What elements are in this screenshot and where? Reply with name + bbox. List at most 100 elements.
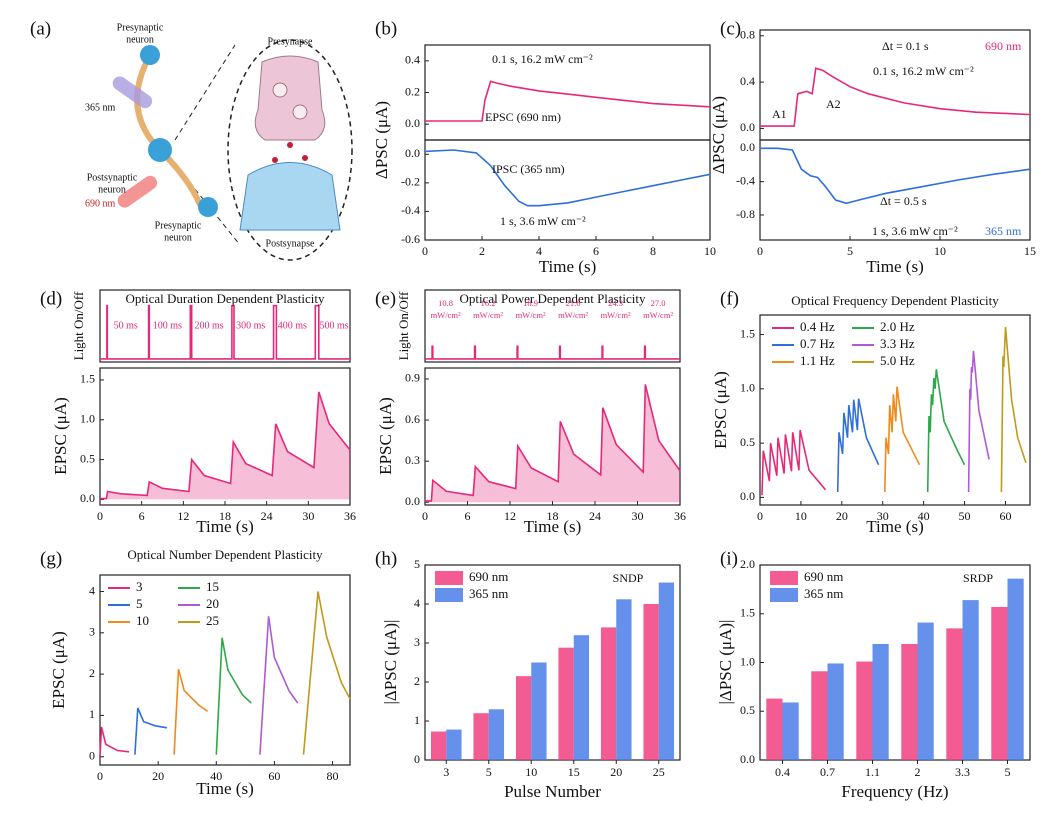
bar	[827, 663, 844, 760]
red-light	[117, 175, 158, 208]
x-tick-label: 0	[757, 509, 763, 523]
annotation: 0.1 s, 16.2 mW cm⁻²	[492, 52, 593, 66]
y-tick-label: 0.0	[740, 140, 755, 154]
x-tick-label: 0	[422, 509, 428, 523]
annotation: 400 ms	[278, 320, 307, 331]
y-tick-label: 0	[414, 752, 420, 766]
legend-label: 25	[206, 613, 219, 628]
panel-label: (a)	[30, 18, 51, 39]
x-tick-label: 3.3	[955, 765, 970, 779]
legend-label: 20	[206, 596, 219, 611]
x-tick-label: 2	[479, 244, 485, 258]
line	[302, 591, 351, 755]
line	[1000, 326, 1027, 493]
y-tick-label: 1	[89, 707, 95, 721]
y-tick-label: 3	[89, 625, 95, 639]
plot-frame	[424, 289, 681, 363]
y-tick-label: 0.5	[740, 435, 755, 449]
x-tick-label: 36	[674, 509, 686, 523]
x-tick-label: 3	[443, 765, 449, 779]
y-tick-label: 0.0	[405, 146, 420, 160]
y-tick-label: 0.0	[740, 752, 755, 766]
x-tick-label: 50	[959, 509, 971, 523]
legend-label: 690 nm	[804, 569, 843, 584]
plot-frame	[99, 574, 351, 766]
annotation: EPSC (690 nm)	[485, 110, 561, 124]
panel-label: (f)	[720, 288, 739, 309]
chart-title: Optical Power Dependent Plasticity	[460, 291, 646, 306]
y-tick-label: -0.4	[401, 203, 420, 217]
y-tick-label: 0.8	[740, 28, 755, 42]
x-tick-label: 60	[999, 509, 1011, 523]
annotation: mW/cm²	[643, 310, 673, 320]
y-axis-label: |ΔPSC (μA)|	[381, 620, 400, 705]
y-axis-label: EPSC (μA)	[711, 371, 730, 449]
diagram-label: neuron	[98, 184, 126, 195]
y-tick-label: 0.0	[740, 120, 755, 134]
y-tick-label: 1.5	[740, 326, 755, 340]
x-tick-label: 5	[1005, 765, 1011, 779]
x-tick-label: 10	[934, 244, 946, 258]
y-tick-label: -0.6	[401, 232, 420, 246]
annotation: A2	[826, 97, 841, 111]
legend-label: 10	[136, 613, 149, 628]
x-tick-label: 15	[568, 765, 580, 779]
bar	[515, 676, 532, 760]
plot-frame	[759, 564, 1031, 761]
y-tick-label: 0.0	[405, 116, 420, 130]
line	[425, 384, 681, 502]
x-tick-label: 60	[268, 769, 280, 783]
legend-label: 2.0 Hz	[880, 319, 915, 334]
x-tick-label: 0	[97, 509, 103, 523]
line	[926, 369, 966, 493]
neurotransmitter	[287, 142, 293, 148]
legend-label: 690 nm	[469, 569, 508, 584]
bar	[901, 643, 918, 760]
legend-label: 3.3 Hz	[880, 336, 915, 351]
x-tick-label: 20	[610, 765, 622, 779]
y-tick-label: 5	[414, 557, 420, 571]
line	[215, 637, 252, 755]
y-axis-label: ΔPSC (μA)	[372, 101, 391, 179]
bar	[430, 731, 447, 760]
annotation: Δt = 0.1 s	[882, 39, 929, 53]
panel-label: (b)	[375, 18, 397, 39]
annotation: 18.9	[523, 298, 538, 308]
x-axis-label: Time (s)	[524, 517, 581, 536]
legend-swatch	[435, 571, 463, 585]
y-axis-label: EPSC (μA)	[376, 397, 395, 475]
line	[967, 350, 990, 493]
panel-label: (i)	[720, 548, 738, 569]
y-tick-label: 2	[89, 666, 95, 680]
legend-swatch	[435, 588, 463, 602]
line	[760, 67, 1031, 127]
annotation: SRDP	[963, 571, 993, 585]
annotation: A1	[772, 107, 787, 121]
bar	[488, 709, 505, 760]
x-tick-label: 40	[210, 769, 222, 783]
annotation: Δt = 0.5 s	[880, 194, 927, 208]
plot-frame	[424, 139, 711, 241]
diagram-label: neuron	[164, 232, 192, 243]
panel-label: (g)	[40, 548, 62, 569]
y-axis-label: EPSC (μA)	[49, 631, 68, 709]
x-axis-label: Pulse Number	[504, 782, 601, 801]
x-tick-label: 80	[327, 769, 339, 783]
y-tick-label: 4	[414, 596, 420, 610]
y-tick-label: 0.0	[80, 491, 95, 505]
y-tick-label: 2.0	[740, 557, 755, 571]
bar	[473, 713, 489, 760]
y-tick-label: 0.5	[80, 451, 95, 465]
y-axis-label: Light On/Off	[71, 291, 86, 360]
y-axis-label: Light On/Off	[396, 291, 411, 360]
y-tick-label: 0.4	[740, 74, 755, 88]
neuron	[148, 138, 172, 162]
plot-frame	[759, 139, 1031, 241]
y-tick-label: 1.5	[80, 372, 95, 386]
x-axis-label: Time (s)	[196, 517, 253, 536]
bar	[917, 622, 934, 760]
y-tick-label: 0.3	[405, 453, 420, 467]
x-tick-label: 2	[915, 765, 921, 779]
bar	[856, 661, 873, 760]
